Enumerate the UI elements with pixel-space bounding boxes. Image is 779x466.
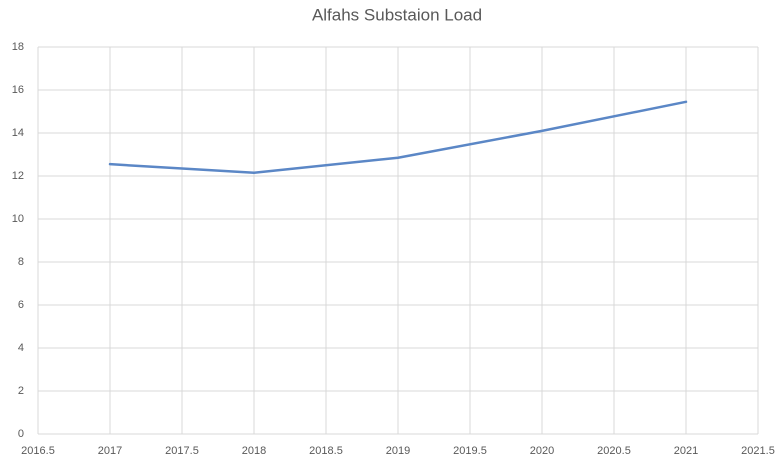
x-tick-label: 2021 xyxy=(674,445,698,457)
x-tick-label: 2016.5 xyxy=(21,445,55,457)
x-tick-label: 2018 xyxy=(242,445,266,457)
x-tick-label: 2020.5 xyxy=(597,445,631,457)
y-tick-label: 2 xyxy=(18,385,24,397)
y-tick-label: 0 xyxy=(18,428,24,440)
x-tick-label: 2017 xyxy=(98,445,122,457)
x-tick-label: 2017.5 xyxy=(165,445,199,457)
chart-title: Alfahs Substaion Load xyxy=(312,5,482,24)
y-tick-label: 18 xyxy=(12,41,24,53)
x-tick-label: 2019.5 xyxy=(453,445,487,457)
x-tick-label: 2020 xyxy=(530,445,554,457)
y-tick-label: 10 xyxy=(12,213,24,225)
y-tick-label: 12 xyxy=(12,170,24,182)
x-tick-label: 2021.5 xyxy=(741,445,775,457)
y-tick-label: 14 xyxy=(12,127,24,139)
y-tick-label: 8 xyxy=(18,256,24,268)
y-tick-label: 4 xyxy=(18,342,24,354)
x-tick-label: 2019 xyxy=(386,445,410,457)
data-line xyxy=(108,100,688,175)
x-tick-label: 2018.5 xyxy=(309,445,343,457)
y-tick-label: 6 xyxy=(18,299,24,311)
y-tick-label: 16 xyxy=(12,84,24,96)
